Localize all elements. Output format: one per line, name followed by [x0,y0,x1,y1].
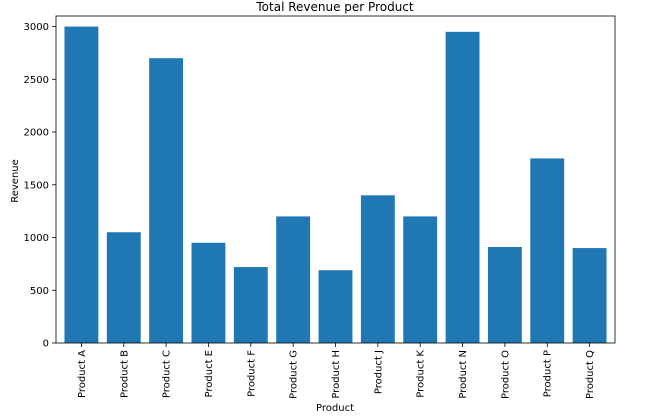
x-tick-label: Product A [77,350,88,398]
y-axis-label: Revenue [10,159,21,203]
bar-product-h [318,270,353,343]
bar-product-b [106,232,141,343]
bar-product-e [191,242,226,343]
bar-product-p [530,158,565,343]
bar-product-c [149,58,184,344]
x-tick-label: Product C [162,350,173,398]
bar-product-o [487,247,522,343]
y-tick-label: 2000 [24,128,49,139]
y-tick-label: 1500 [24,180,49,191]
y-tick-label: 3000 [24,22,49,33]
bar-product-k [403,216,438,343]
bar-product-a [64,26,99,343]
x-axis-label: Product [316,403,354,414]
y-tick-label: 2500 [24,75,49,86]
x-tick-label: Product K [416,350,427,398]
x-tick-label: Product B [119,350,130,398]
y-tick-label: 500 [30,286,49,297]
y-tick-label: 0 [43,339,49,350]
bar-product-f [233,267,268,343]
bar-product-g [276,216,311,343]
bars-group [64,26,607,344]
bar-product-n [445,31,480,344]
x-tick-label: Product F [246,350,257,397]
x-tick-label: Product O [500,350,511,399]
plot-frame [55,15,616,344]
bar-product-q [572,248,607,343]
x-tick-label: Product G [289,350,300,399]
bar-product-j [360,195,395,343]
x-tick-label: Product Q [585,350,596,399]
x-tick-label: Product H [331,350,342,399]
y-ticks-group: 0 500 1000 1500 2000 2500 3000 [24,22,56,350]
x-tick-label: Product P [543,350,554,397]
x-tick-label: Product E [204,350,215,397]
x-ticks-group: Product A Product B Product C Product E Prod… [77,343,596,399]
y-tick-label: 1000 [24,233,49,244]
x-tick-label: Product J [373,350,384,394]
chart-title: Total Revenue per Product [255,0,414,14]
x-tick-label: Product N [458,350,469,399]
